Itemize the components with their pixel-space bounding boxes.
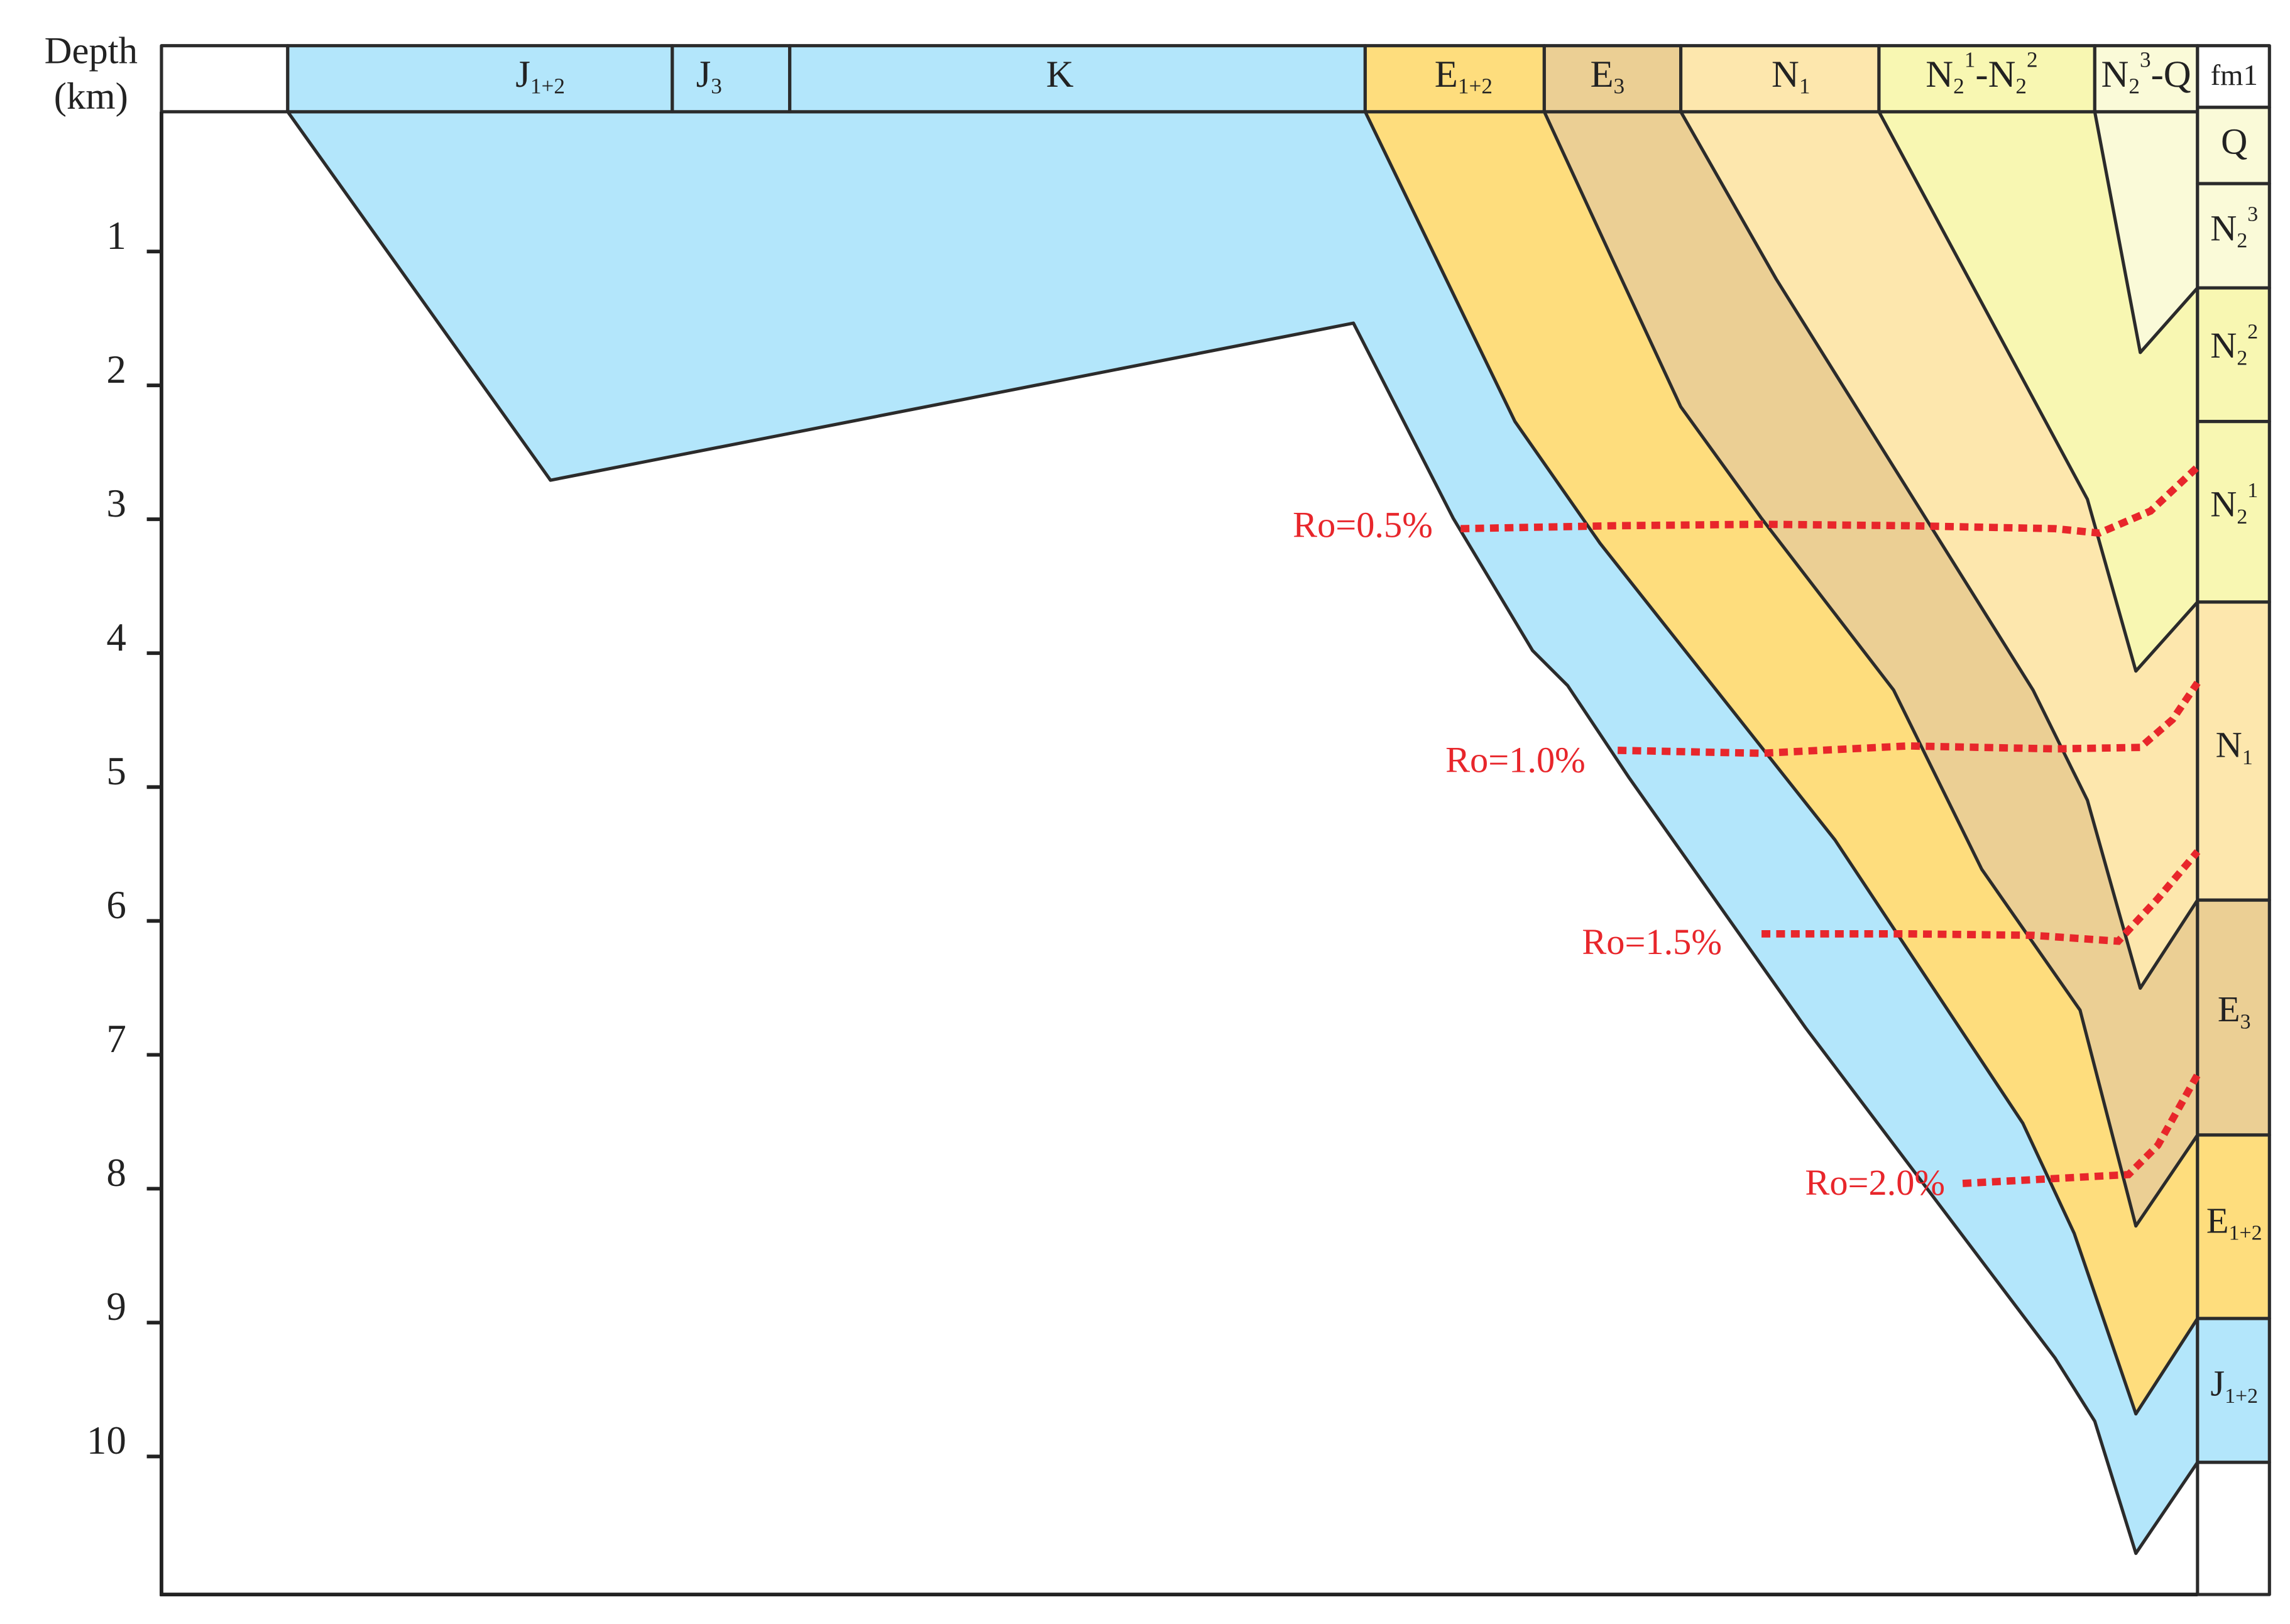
label-part: E (1590, 53, 1613, 96)
label-part: N (2216, 725, 2242, 765)
header-cell (1679, 44, 1881, 114)
label-part: E (2206, 1200, 2229, 1241)
subscript: 1+2 (2229, 1222, 2262, 1245)
header-cell (286, 44, 674, 114)
column-label: E3 (2218, 989, 2251, 1033)
column-label: E1+2 (2206, 1200, 2262, 1245)
header-label: E3 (1590, 53, 1624, 98)
tick-label: 6 (106, 883, 126, 927)
header-cell (1877, 44, 2096, 114)
header-cell (1363, 44, 1546, 114)
header-label: N21-N22 (1926, 47, 2037, 98)
column-label: Q (2221, 121, 2247, 162)
tick-label: 10 (87, 1418, 126, 1462)
header-cell (671, 44, 792, 114)
subscript: 1+2 (1458, 74, 1493, 98)
label-part: N (2101, 53, 2129, 96)
column-cell (2196, 286, 2271, 424)
header-label: N23-Q (2101, 47, 2191, 98)
label-part: J (515, 53, 530, 96)
superscript: 1 (1964, 47, 1976, 72)
header-cell (788, 44, 1367, 114)
subscript: 2 (1953, 74, 1964, 98)
tick-label: 4 (106, 615, 126, 659)
column-label: N1 (2216, 725, 2253, 769)
column-cell (2196, 106, 2271, 185)
column-cell (2196, 420, 2271, 604)
header-cell (2093, 44, 2200, 114)
tick-label: 8 (106, 1151, 126, 1195)
column-label: J1+2 (2210, 1363, 2258, 1408)
column-label: N22 (2210, 320, 2258, 370)
label-part: N (2210, 484, 2237, 525)
subscript: 2 (2015, 74, 2027, 98)
header-label: N1 (1772, 53, 1810, 98)
column-cell (2196, 1133, 2271, 1320)
label-part: N (1926, 53, 1953, 96)
tick-label: 5 (106, 749, 126, 793)
subscript: 2 (2237, 346, 2247, 370)
superscript: 1 (2247, 479, 2258, 502)
header-label: E1+2 (1435, 53, 1493, 98)
tick-label: 7 (106, 1017, 126, 1061)
superscript: 3 (2247, 202, 2258, 226)
subscript: 1 (1799, 74, 1811, 98)
header-cell (160, 44, 290, 114)
subscript: 2 (2128, 74, 2140, 98)
superscript: 2 (2247, 320, 2258, 343)
ro-label: Ro=1.5% (1582, 921, 1722, 962)
label-part: E (1435, 53, 1458, 96)
subscript: 3 (1614, 74, 1625, 98)
header-label: fm1 (2211, 59, 2258, 92)
tick-label: 9 (106, 1285, 126, 1329)
subscript: 1+2 (2225, 1385, 2258, 1408)
subscript: 1+2 (530, 74, 565, 98)
label-part: fm1 (2211, 59, 2258, 92)
label-part: J (696, 53, 711, 96)
label-part: -Q (2151, 53, 2191, 96)
label-part: N (1772, 53, 1799, 96)
ro-label: Ro=0.5% (1293, 505, 1433, 546)
header-cell (1542, 44, 1683, 114)
label-part: -N (1975, 53, 2015, 96)
ro-line (1618, 681, 2201, 757)
column-label: N23 (2210, 202, 2258, 252)
label-part: Q (2221, 121, 2247, 162)
axis-title: Depth (45, 30, 138, 72)
ro-label: Ro=1.0% (1445, 739, 1586, 780)
label-part: N (2210, 326, 2237, 366)
label-part: K (1046, 53, 1074, 96)
subscript: 3 (711, 74, 722, 98)
label-part: J (2210, 1363, 2225, 1404)
superscript: 2 (2027, 47, 2038, 72)
label-part: E (2218, 989, 2240, 1029)
label-part: N (2210, 208, 2237, 249)
ro-label: Ro=2.0% (1805, 1162, 1945, 1203)
ro-line (1761, 849, 2201, 945)
column-label: N21 (2210, 479, 2258, 529)
ro-line (1460, 464, 2200, 537)
tick-label: 1 (106, 214, 126, 258)
subscript: 2 (2237, 229, 2247, 252)
header-label: J3 (696, 53, 722, 98)
tick-label: 2 (106, 348, 126, 392)
column-cell (2196, 600, 2271, 902)
column-cell (2196, 1461, 2271, 1596)
tick-label: 3 (106, 481, 126, 525)
axis-title: (km) (54, 75, 128, 118)
subscript: 2 (2237, 505, 2247, 529)
subscript: 1 (2242, 746, 2253, 769)
column-cell (2196, 1317, 2271, 1464)
subscript: 3 (2240, 1010, 2251, 1033)
header-label: K (1046, 53, 1074, 96)
superscript: 3 (2140, 47, 2151, 72)
header-label: J1+2 (515, 53, 565, 98)
